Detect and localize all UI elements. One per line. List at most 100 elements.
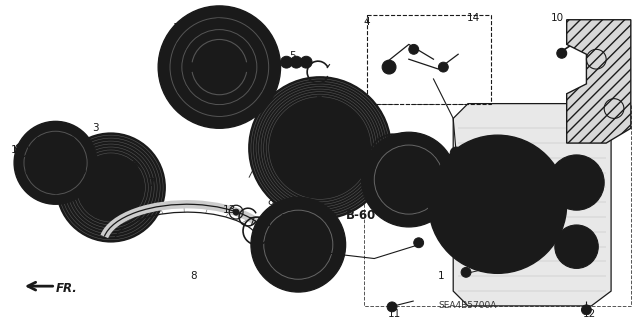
Circle shape xyxy=(582,305,591,315)
Circle shape xyxy=(216,106,225,115)
Circle shape xyxy=(524,252,533,262)
Circle shape xyxy=(284,59,289,65)
Circle shape xyxy=(524,146,533,156)
Circle shape xyxy=(81,158,140,217)
Circle shape xyxy=(198,45,241,89)
Circle shape xyxy=(93,170,129,205)
Circle shape xyxy=(118,166,127,176)
Circle shape xyxy=(266,268,273,276)
Text: FR.: FR. xyxy=(56,282,77,295)
Circle shape xyxy=(396,137,404,145)
Circle shape xyxy=(102,168,108,173)
Circle shape xyxy=(176,41,186,51)
Circle shape xyxy=(273,101,367,195)
Circle shape xyxy=(462,146,472,156)
Polygon shape xyxy=(566,20,631,143)
Text: 6: 6 xyxy=(257,230,263,240)
Circle shape xyxy=(251,197,346,292)
Circle shape xyxy=(293,59,300,65)
Text: SEA4B5700A: SEA4B5700A xyxy=(439,301,497,310)
Circle shape xyxy=(79,167,85,174)
Circle shape xyxy=(213,19,223,29)
Circle shape xyxy=(111,168,116,173)
Circle shape xyxy=(303,59,309,65)
Circle shape xyxy=(554,199,564,209)
Circle shape xyxy=(100,166,110,176)
Circle shape xyxy=(285,122,294,130)
Polygon shape xyxy=(453,104,611,306)
Circle shape xyxy=(462,252,472,262)
Text: 6: 6 xyxy=(358,141,365,151)
Circle shape xyxy=(431,199,442,209)
Circle shape xyxy=(451,239,462,251)
Circle shape xyxy=(40,147,71,179)
Text: 13: 13 xyxy=(10,145,24,155)
Circle shape xyxy=(253,83,262,93)
Circle shape xyxy=(56,133,165,242)
Text: 14: 14 xyxy=(467,13,479,23)
Text: 9: 9 xyxy=(268,200,274,210)
Circle shape xyxy=(395,166,422,193)
Circle shape xyxy=(109,166,118,176)
Circle shape xyxy=(177,85,188,95)
Circle shape xyxy=(451,147,462,159)
Circle shape xyxy=(323,214,331,222)
Text: 13: 13 xyxy=(223,205,236,215)
Circle shape xyxy=(362,132,456,227)
Circle shape xyxy=(303,279,311,287)
Text: 11: 11 xyxy=(387,309,401,319)
Circle shape xyxy=(461,267,471,277)
Text: 1: 1 xyxy=(438,271,445,281)
Circle shape xyxy=(413,238,424,248)
Circle shape xyxy=(409,44,419,54)
Bar xyxy=(364,104,631,306)
Circle shape xyxy=(332,252,340,260)
Text: 12: 12 xyxy=(583,309,596,319)
Circle shape xyxy=(158,6,280,128)
Circle shape xyxy=(284,231,312,258)
Circle shape xyxy=(300,56,312,68)
Circle shape xyxy=(291,56,302,68)
Circle shape xyxy=(249,77,391,219)
Circle shape xyxy=(463,170,532,239)
Bar xyxy=(367,15,491,104)
Circle shape xyxy=(382,60,396,74)
Circle shape xyxy=(387,302,397,312)
Circle shape xyxy=(252,40,261,49)
Circle shape xyxy=(387,158,431,201)
Text: B-60: B-60 xyxy=(346,209,376,222)
Circle shape xyxy=(120,168,125,173)
Circle shape xyxy=(443,187,451,195)
Circle shape xyxy=(103,180,118,195)
Circle shape xyxy=(205,53,233,81)
Text: 2: 2 xyxy=(280,214,287,224)
Circle shape xyxy=(353,144,362,152)
Circle shape xyxy=(413,214,422,222)
Text: 4: 4 xyxy=(363,17,370,27)
Circle shape xyxy=(328,180,335,188)
Text: 5: 5 xyxy=(131,161,138,171)
Circle shape xyxy=(367,164,375,172)
Circle shape xyxy=(328,108,335,116)
Circle shape xyxy=(434,149,442,157)
Circle shape xyxy=(549,155,604,210)
Text: 13: 13 xyxy=(173,23,186,33)
Circle shape xyxy=(52,187,60,194)
Circle shape xyxy=(36,137,42,144)
Text: 7: 7 xyxy=(148,178,155,188)
Circle shape xyxy=(555,225,598,268)
Text: 8: 8 xyxy=(190,271,197,281)
Circle shape xyxy=(257,229,264,237)
Circle shape xyxy=(480,187,515,222)
Circle shape xyxy=(285,166,294,174)
Circle shape xyxy=(429,135,566,273)
Text: 3: 3 xyxy=(92,123,99,133)
Circle shape xyxy=(310,138,330,158)
Circle shape xyxy=(285,202,294,210)
Circle shape xyxy=(233,209,239,215)
Circle shape xyxy=(451,191,462,203)
Circle shape xyxy=(280,56,292,68)
Text: 7: 7 xyxy=(248,217,255,227)
Circle shape xyxy=(276,223,320,266)
Text: 7: 7 xyxy=(315,96,321,106)
